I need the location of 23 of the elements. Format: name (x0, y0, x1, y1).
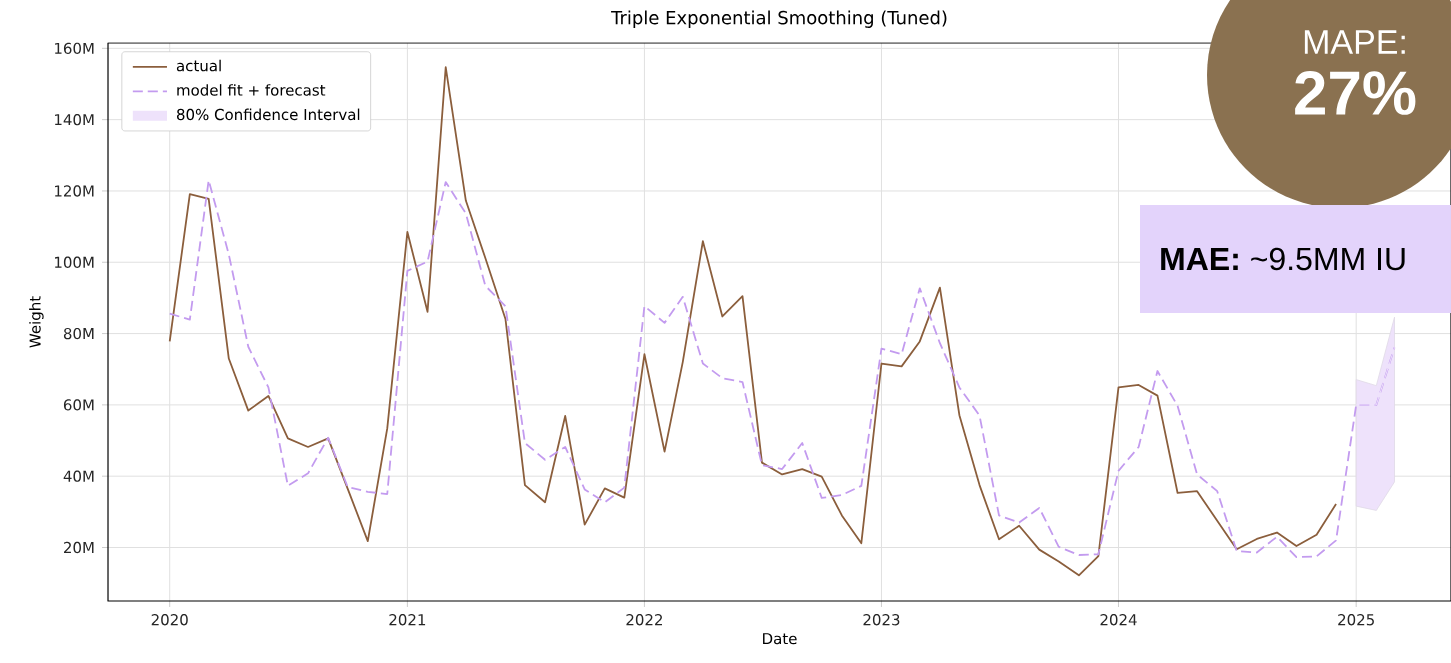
y-tick-label: 120M (55, 185, 94, 197)
x-tick-label: 2021 (389, 614, 426, 626)
legend-label: 80% Confidence Interval (176, 108, 360, 121)
annotation: 27% (1295, 71, 1416, 115)
y-axis-title: Weight (29, 296, 44, 348)
chart-title: Triple Exponential Smoothing (Tuned) (611, 10, 947, 28)
legend-label: model fit + forecast (177, 84, 326, 96)
y-tick-label: 140M (55, 113, 94, 126)
y-tick-label: 20M (64, 541, 94, 554)
y-tick-label: 60M (63, 399, 94, 411)
x-axis-title: Date (763, 633, 797, 645)
x-tick-label: 2022 (626, 614, 662, 626)
x-tick-label: 2025 (1338, 614, 1374, 626)
y-tick-label: 80M (63, 327, 94, 340)
x-tick-label: 2024 (1100, 614, 1137, 626)
annotation: MAPE: (1304, 30, 1405, 54)
y-tick-label: 40M (63, 470, 94, 482)
x-tick-label: 2020 (151, 614, 188, 626)
legend-label: actual (176, 59, 221, 72)
y-tick-label: 100M (55, 256, 94, 268)
x-tick-label: 2023 (863, 614, 900, 626)
annotation: MAE: ~9.5MM IU (1161, 247, 1405, 271)
y-tick-label: 160M (55, 42, 94, 55)
